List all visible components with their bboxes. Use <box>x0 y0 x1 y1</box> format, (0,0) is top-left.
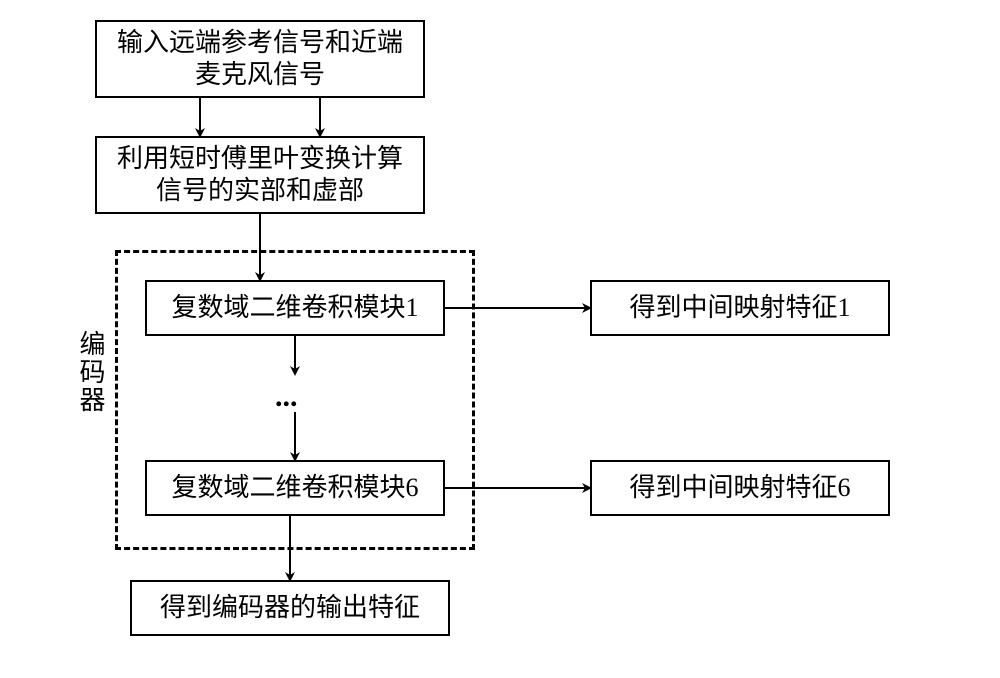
node-input: 输入远端参考信号和近端麦克风信号 <box>95 20 425 98</box>
node-output-text: 得到编码器的输出特征 <box>160 592 420 625</box>
ellipsis: ... <box>275 380 298 414</box>
node-feat6-text: 得到中间映射特征6 <box>629 472 850 505</box>
node-output: 得到编码器的输出特征 <box>130 580 450 636</box>
node-input-text: 输入远端参考信号和近端麦克风信号 <box>117 27 403 92</box>
node-feat1: 得到中间映射特征1 <box>590 280 890 336</box>
node-feat6: 得到中间映射特征6 <box>590 460 890 516</box>
node-stft: 利用短时傅里叶变换计算信号的实部和虚部 <box>95 136 425 214</box>
encoder-label: 编码器 <box>72 330 109 414</box>
node-feat1-text: 得到中间映射特征1 <box>629 292 850 325</box>
node-stft-text: 利用短时傅里叶变换计算信号的实部和虚部 <box>117 143 403 208</box>
